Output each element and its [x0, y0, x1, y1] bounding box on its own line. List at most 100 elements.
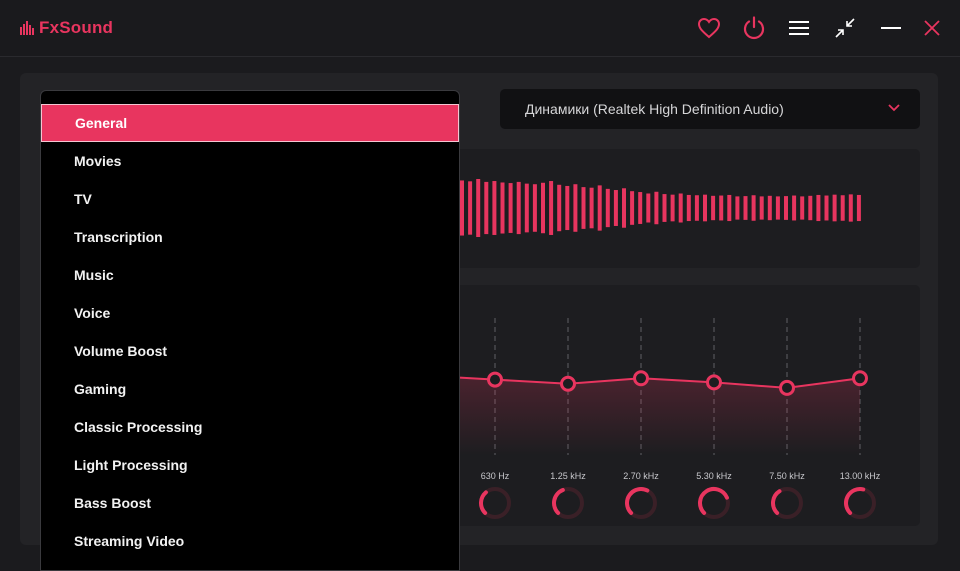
- preset-option[interactable]: Streaming Video: [74, 533, 185, 549]
- visualizer-bar: [848, 194, 853, 222]
- app-logo: FxSound: [20, 18, 113, 38]
- visualizer-bar: [573, 184, 578, 232]
- preset-option[interactable]: Movies: [74, 153, 122, 169]
- visualizer-bar: [792, 195, 797, 221]
- eq-knob[interactable]: [479, 490, 488, 515]
- visualizer-bar: [638, 192, 643, 224]
- preset-dropdown-list: General Movies TV Transcription Music Voice Vo…: [40, 90, 460, 571]
- visualizer-bar: [581, 187, 586, 229]
- visualizer-bar: [630, 191, 635, 225]
- close-icon: [924, 20, 940, 36]
- preset-option[interactable]: Bass Boost: [74, 495, 152, 511]
- visualizer-bar: [646, 193, 651, 223]
- visualizer-bar: [711, 195, 716, 221]
- minimize-button[interactable]: [877, 14, 905, 42]
- equalizer-logo-icon: [20, 21, 34, 35]
- visualizer-bar: [751, 195, 756, 221]
- minimize-icon: [881, 27, 901, 29]
- visualizer-bar: [735, 196, 740, 220]
- visualizer-bar: [589, 187, 594, 229]
- preset-option[interactable]: Transcription: [74, 229, 163, 245]
- favorite-button[interactable]: [695, 14, 723, 42]
- visualizer-bar: [824, 195, 829, 221]
- eq-knob[interactable]: [771, 489, 782, 515]
- visualizer-bar: [800, 196, 805, 220]
- title-bar: FxSound: [0, 0, 960, 57]
- eq-band-label: 5.30 kHz: [696, 471, 732, 481]
- visualizer-bar: [516, 181, 521, 235]
- visualizer-bar: [678, 193, 683, 223]
- eq-band-handle[interactable]: [706, 374, 722, 391]
- visualizer-bar: [662, 194, 667, 222]
- close-button[interactable]: [918, 14, 946, 42]
- eq-band-handle[interactable]: [560, 375, 576, 392]
- visualizer-bars: [460, 179, 861, 237]
- minimize-to-tray-button[interactable]: [831, 14, 859, 42]
- visualizer-bar: [524, 183, 529, 233]
- menu-button[interactable]: [785, 14, 813, 42]
- preset-option[interactable]: Classic Processing: [74, 419, 203, 435]
- preset-option[interactable]: Voice: [74, 305, 111, 321]
- visualizer-bar: [832, 194, 837, 222]
- visualizer-bar: [654, 191, 659, 225]
- visualizer-bar: [808, 195, 813, 221]
- eq-band-handle[interactable]: [487, 371, 503, 388]
- menu-icon: [789, 21, 809, 35]
- visualizer-bar: [743, 196, 748, 220]
- visualizer-bar: [460, 180, 464, 236]
- eq-band-label: 1.25 kHz: [550, 471, 586, 481]
- visualizer-bar: [532, 184, 537, 232]
- preset-option[interactable]: General: [41, 104, 459, 142]
- eq-band-label: 7.50 kHz: [769, 471, 805, 481]
- preset-option[interactable]: Volume Boost: [74, 343, 168, 359]
- eq-knob[interactable]: [844, 487, 866, 515]
- power-icon: [743, 16, 765, 40]
- visualizer-bar: [565, 185, 570, 231]
- eq-band-handle[interactable]: [852, 370, 868, 387]
- visualizer-bar: [622, 188, 626, 228]
- visualizer-bar: [557, 184, 562, 232]
- visualizer-bar: [476, 179, 481, 237]
- output-device-label: Динамики (Realtek High Definition Audio): [525, 101, 784, 117]
- heart-icon: [697, 17, 721, 39]
- eq-band-label: 630 Hz: [480, 471, 510, 481]
- eq-knob[interactable]: [552, 487, 565, 515]
- preset-option[interactable]: Light Processing: [74, 457, 188, 473]
- visualizer-bar: [694, 195, 699, 221]
- visualizer-bar: [686, 194, 691, 222]
- eq-curve-fill: [460, 377, 860, 455]
- visualizer-bar: [719, 195, 724, 221]
- preset-option[interactable]: Gaming: [74, 381, 127, 397]
- output-device-select[interactable]: Динамики (Realtek High Definition Audio): [500, 89, 920, 129]
- eq-knob[interactable]: [698, 487, 729, 515]
- visualizer-bar: [541, 182, 545, 234]
- visualizer-bar: [775, 196, 780, 220]
- visualizer-bar: [670, 194, 675, 222]
- app-name: FxSound: [39, 18, 114, 37]
- visualizer-bar: [856, 194, 861, 222]
- eq-band-label: 2.70 kHz: [623, 471, 659, 481]
- visualizer-bar: [605, 188, 610, 228]
- eq-band-handle[interactable]: [633, 370, 649, 387]
- visualizer-bar: [784, 196, 788, 220]
- chevron-down-icon: [888, 104, 900, 112]
- preset-option[interactable]: Music: [74, 267, 114, 283]
- preset-option[interactable]: TV: [74, 191, 92, 207]
- visualizer-bar: [613, 190, 618, 226]
- eq-band-handle[interactable]: [779, 379, 795, 396]
- eq-knob[interactable]: [625, 487, 650, 515]
- visualizer-bar: [500, 182, 505, 234]
- visualizer-bar: [703, 194, 707, 222]
- power-button[interactable]: [740, 14, 768, 42]
- visualizer-bar: [549, 181, 554, 235]
- eq-band-label: 13.00 kHz: [839, 471, 881, 481]
- visualizer-bar: [816, 194, 821, 222]
- minimize-to-tray-icon: [835, 18, 855, 38]
- visualizer-bar: [597, 185, 602, 231]
- visualizer-bar: [468, 181, 473, 235]
- visualizer-bar: [767, 195, 772, 221]
- visualizer-bar: [508, 183, 513, 233]
- visualizer-bar: [759, 196, 764, 220]
- visualizer-bar: [484, 181, 489, 235]
- equalizer-graph: [459, 318, 876, 519]
